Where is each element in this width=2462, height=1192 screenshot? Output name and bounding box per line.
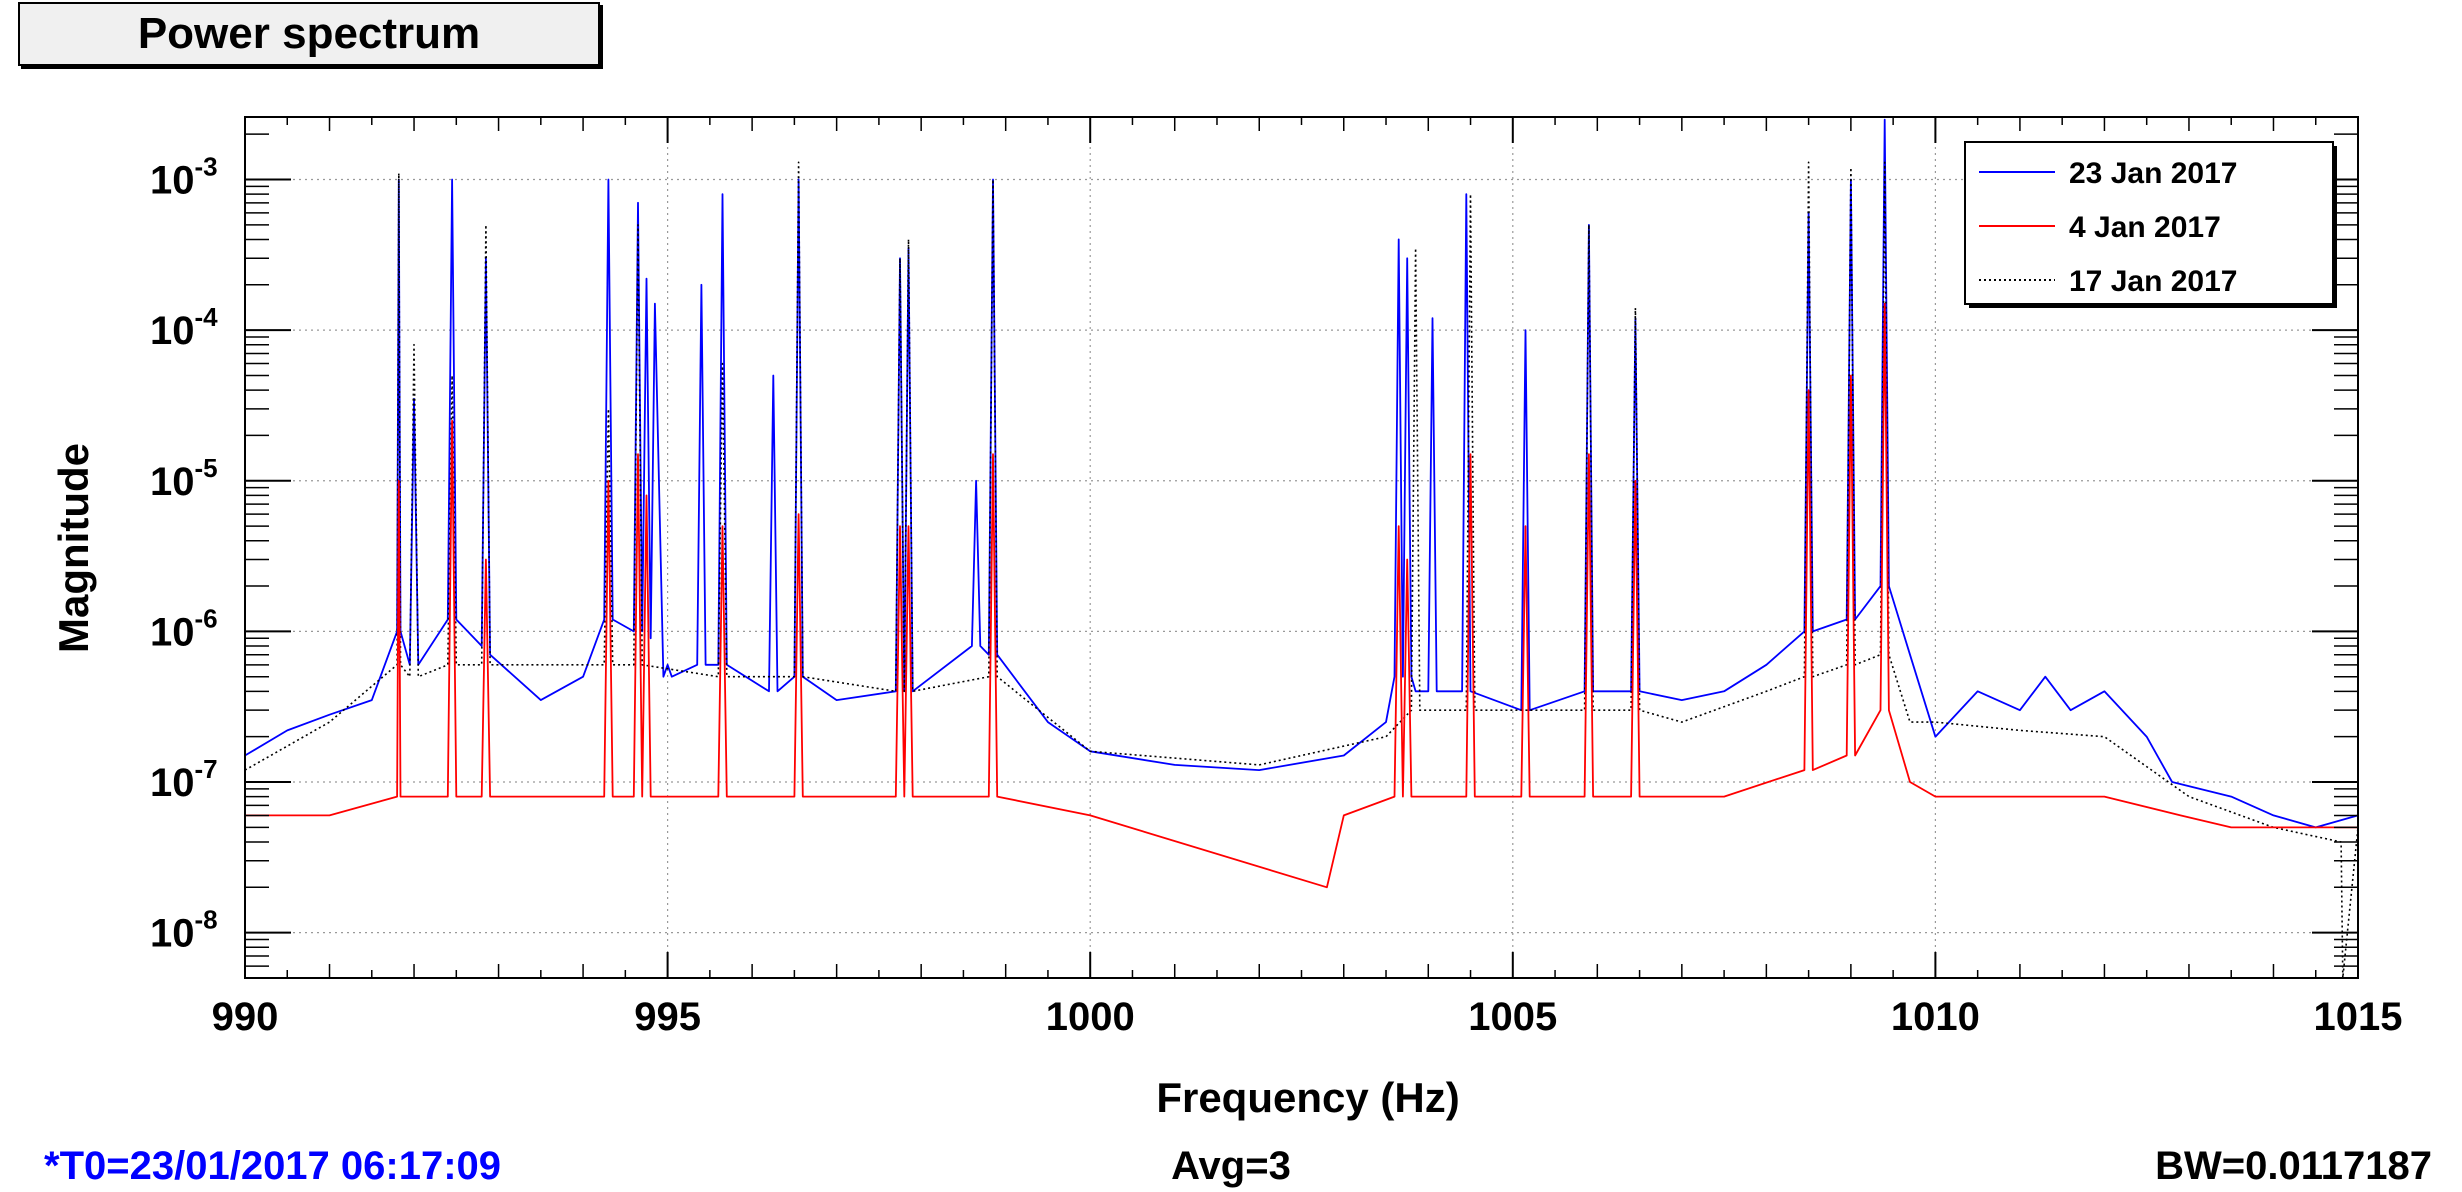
- x-axis-ticks: 990 995 1000 1005 1010 1015: [212, 117, 2403, 1039]
- y-axis-ticks: 10-8 10-7 10-6 10-5 10-4 10-3: [150, 133, 2358, 979]
- grid-lines: [245, 117, 2358, 978]
- t0-timestamp: *T0=23/01/2017 06:17:09: [44, 1144, 502, 1188]
- series-line-17-jan-2017: [244, 161, 2359, 979]
- legend-label: 17 Jan 2017: [2069, 265, 2237, 298]
- y-axis-label: Magnitude: [50, 443, 97, 653]
- x-tick-label: 1005: [1468, 995, 1557, 1039]
- legend-label: 23 Jan 2017: [2069, 157, 2237, 190]
- x-tick-label: 1010: [1891, 995, 1980, 1039]
- y-tick-label: 10-5: [150, 453, 218, 504]
- x-tick-label: 1000: [1046, 995, 1135, 1039]
- x-tick-label: 990: [212, 995, 279, 1039]
- average-count: Avg=3: [1171, 1144, 1291, 1188]
- y-tick-label: 10-4: [150, 302, 218, 353]
- chart-title: Power spectrum: [18, 2, 600, 66]
- y-tick-label: 10-8: [150, 905, 218, 956]
- x-tick-label: 995: [634, 995, 701, 1039]
- bandwidth: BW=0.0117187: [2155, 1144, 2432, 1188]
- x-axis-label: Frequency (Hz): [1156, 1074, 1459, 1121]
- series-layer: [244, 118, 2359, 979]
- y-tick-label: 10-3: [150, 152, 218, 203]
- x-tick-label: 1015: [2314, 995, 2403, 1039]
- legend-box: [1964, 141, 2334, 305]
- legend: 23 Jan 2017 4 Jan 2017 17 Jan 2017: [1964, 141, 2337, 308]
- y-tick-label: 10-7: [150, 754, 218, 805]
- y-tick-label: 10-6: [150, 603, 218, 654]
- series-line-4-jan-2017: [245, 302, 2358, 889]
- legend-label: 4 Jan 2017: [2069, 211, 2221, 244]
